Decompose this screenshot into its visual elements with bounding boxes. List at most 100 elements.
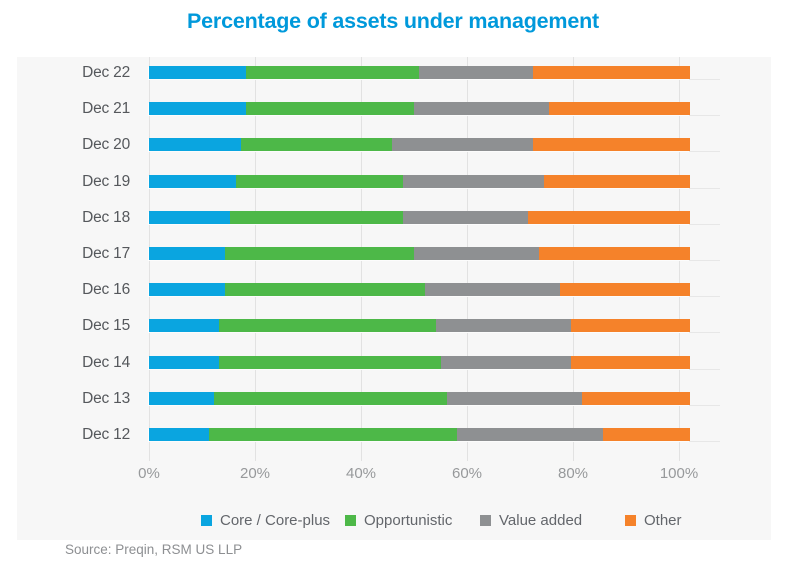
bar-segment-opportunistic — [246, 102, 415, 116]
bar-segment-other — [570, 355, 690, 369]
bar-segment-core-core-plus — [149, 66, 247, 79]
bar-segment-opportunistic — [219, 355, 442, 369]
row-baseline — [149, 151, 720, 153]
row-label: Dec 15 — [82, 317, 130, 335]
bar-segment-other — [570, 319, 690, 333]
chart-row: Dec 21 — [17, 100, 771, 118]
bar-segment-core-core-plus — [149, 391, 214, 405]
legend-label: Core / Core-plus — [220, 512, 331, 529]
bar-segment-opportunistic — [224, 283, 425, 297]
bar-segment-core-core-plus — [149, 102, 247, 116]
row-label: Dec 21 — [82, 100, 130, 118]
chart-row: Dec 22 — [17, 64, 771, 81]
bar-segment-value-added — [441, 355, 571, 369]
bar-segment-opportunistic — [235, 174, 404, 188]
row-baseline — [149, 296, 720, 298]
axis-tick-label: 100% — [659, 465, 699, 482]
axis-tick-label: 60% — [451, 465, 483, 482]
bar-track — [149, 247, 690, 260]
chart-panel: Dec 22 Dec 21 Dec 20 Dec 19 Dec 18 Dec 17 Dec … — [17, 57, 771, 540]
chart-row: Dec 15 — [17, 317, 771, 335]
bar-track — [149, 138, 690, 152]
row-baseline — [149, 404, 720, 406]
axis-tick-label: 80% — [557, 465, 589, 482]
bar-segment-value-added — [435, 319, 571, 333]
legend-item-core-core-plus: Core / Core-plus — [201, 512, 330, 529]
bar-segment-core-core-plus — [149, 174, 236, 188]
row-label: Dec 17 — [82, 245, 130, 262]
bar-segment-other — [533, 66, 690, 79]
source-note: Source: Preqin, RSM US LLP — [65, 542, 243, 557]
row-label: Dec 22 — [82, 64, 130, 81]
row-baseline — [149, 223, 720, 225]
row-label: Dec 12 — [82, 426, 130, 443]
bar-track — [149, 174, 690, 188]
bar-segment-core-core-plus — [149, 138, 241, 152]
bar-segment-value-added — [414, 102, 550, 116]
bar-segment-opportunistic — [224, 247, 415, 260]
bar-segment-core-core-plus — [149, 428, 209, 441]
row-label: Dec 20 — [82, 136, 130, 154]
row-label: Dec 16 — [82, 281, 130, 299]
row-label: Dec 18 — [82, 208, 130, 226]
bar-track — [149, 102, 690, 116]
bar-segment-value-added — [424, 283, 561, 297]
row-label: Dec 19 — [82, 172, 130, 190]
legend-swatch-opportunistic — [345, 515, 356, 526]
bar-segment-other — [527, 210, 690, 224]
bar-track — [149, 355, 690, 369]
legend-swatch-other — [625, 515, 636, 526]
bar-segment-opportunistic — [213, 391, 447, 405]
chart-row: Dec 16 — [17, 281, 771, 299]
chart-title: Percentage of assets under management — [187, 9, 599, 33]
axis-tick-label: 20% — [239, 465, 271, 482]
legend-label: Other — [644, 512, 682, 529]
row-baseline — [149, 187, 720, 189]
legend-item-value-added: Value added — [480, 512, 582, 529]
bar-segment-other — [581, 391, 690, 405]
bar-segment-opportunistic — [230, 210, 404, 224]
bar-segment-other — [549, 102, 690, 116]
legend-item-other: Other — [625, 512, 682, 529]
bar-track — [149, 210, 690, 224]
bar-segment-opportunistic — [240, 138, 393, 152]
bar-segment-value-added — [414, 247, 539, 260]
bar-track — [149, 66, 690, 79]
bar-track — [149, 391, 690, 405]
bar-segment-opportunistic — [219, 319, 436, 333]
bar-track — [149, 428, 690, 441]
row-baseline — [149, 79, 720, 80]
chart-row: Dec 14 — [17, 353, 771, 371]
bar-segment-value-added — [457, 428, 604, 441]
chart-row: Dec 18 — [17, 208, 771, 226]
bar-segment-value-added — [403, 174, 544, 188]
bar-segment-other — [603, 428, 690, 441]
axis-tick-label: 40% — [345, 465, 377, 482]
bar-segment-core-core-plus — [149, 319, 220, 333]
bar-segment-value-added — [392, 138, 534, 152]
bar-segment-opportunistic — [246, 66, 420, 79]
bar-segment-value-added — [403, 210, 528, 224]
row-baseline — [149, 260, 720, 261]
bar-segment-core-core-plus — [149, 247, 225, 260]
bar-segment-other — [543, 174, 690, 188]
legend-label: Opportunistic — [364, 512, 453, 529]
legend-swatch-value-added — [480, 515, 491, 526]
bar-segment-opportunistic — [208, 428, 458, 441]
row-label: Dec 13 — [82, 389, 130, 407]
bar-segment-other — [533, 138, 690, 152]
bar-segment-core-core-plus — [149, 210, 231, 224]
legend-swatch-core-core-plus — [201, 515, 212, 526]
row-baseline — [149, 441, 720, 442]
bar-segment-value-added — [446, 391, 582, 405]
bar-track — [149, 319, 690, 333]
row-baseline — [149, 115, 720, 117]
axis-tick-label: 0% — [138, 465, 160, 482]
chart-row: Dec 13 — [17, 389, 771, 407]
row-label: Dec 14 — [82, 353, 130, 371]
row-baseline — [149, 332, 720, 334]
legend-item-opportunistic: Opportunistic — [345, 512, 452, 529]
bar-segment-other — [538, 247, 690, 260]
bar-segment-core-core-plus — [149, 355, 220, 369]
chart-row: Dec 19 — [17, 172, 771, 190]
